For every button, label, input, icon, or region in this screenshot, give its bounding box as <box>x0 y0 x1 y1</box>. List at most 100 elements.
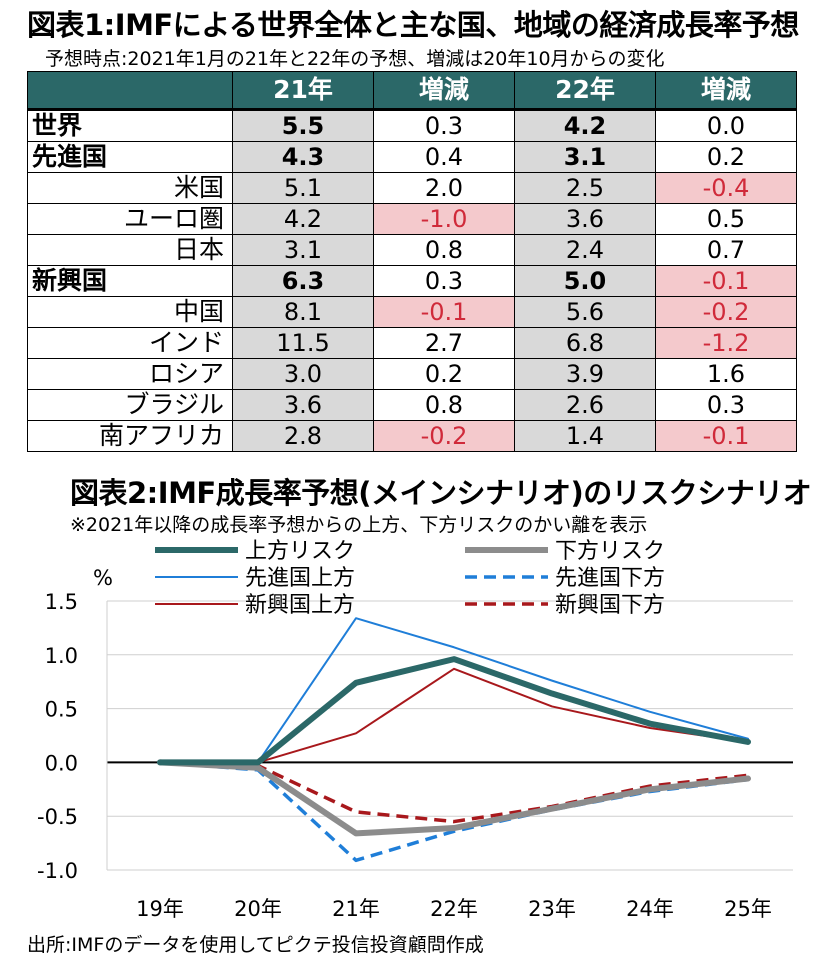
forecast-value-cell: 5.6 <box>514 296 656 328</box>
series-line-1 <box>157 759 751 837</box>
y-axis-label: % <box>93 566 113 590</box>
change-value-cell: 0.0 <box>655 108 797 142</box>
row-label: 新興国 <box>27 265 233 297</box>
row-label: ユーロ圏 <box>27 203 233 235</box>
forecast-value-cell: 3.1 <box>232 234 374 266</box>
forecast-value-cell: 11.5 <box>232 327 374 359</box>
table-row: ロシア 3.0 0.2 3.9 1.6 <box>27 358 797 390</box>
y-axis-ticks: 1.5 1.0 0.5 0.0 -0.5 -1.0 <box>37 590 78 883</box>
y-tick-label: 0.5 <box>45 698 78 722</box>
change-value-cell: 2.0 <box>373 172 515 204</box>
change-value-cell: -0.2 <box>655 296 797 328</box>
legend-label-4: 新興国上方 <box>245 593 355 618</box>
header-cell: 増減 <box>373 71 515 110</box>
change-value-cell: -0.1 <box>373 296 515 328</box>
row-label: インド <box>27 327 233 359</box>
change-value-cell: -0.2 <box>373 420 515 452</box>
table-row: 先進国 4.3 0.4 3.1 0.2 <box>27 141 797 173</box>
table-row: 中国 8.1 -0.1 5.6 -0.2 <box>27 296 797 328</box>
x-tick-label: 22年 <box>430 897 478 921</box>
change-value-cell: 2.7 <box>373 327 515 359</box>
forecast-table: 21年 増減 22年 増減 世界 5.5 0.3 4.2 0.0 先進国 4.3 0.4 3.1 0.2 米… <box>27 71 797 452</box>
forecast-value-cell: 5.1 <box>232 172 374 204</box>
y-tick-label: -1.0 <box>37 859 78 883</box>
forecast-value-cell: 6.3 <box>232 265 374 297</box>
x-tick-label: 23年 <box>528 897 576 921</box>
forecast-value-cell: 1.4 <box>514 420 656 452</box>
forecast-value-cell: 5.5 <box>232 108 374 142</box>
table-row: 米国 5.1 2.0 2.5 -0.4 <box>27 172 797 204</box>
change-value-cell: 0.8 <box>373 389 515 421</box>
table-subtitle: 予想時点:2021年1月の21年と22年の予想、増減は20年10月からの変化 <box>45 48 665 70</box>
forecast-value-cell: 3.6 <box>232 389 374 421</box>
series-line-3 <box>159 760 749 863</box>
legend-label-0: 上方リスク <box>245 539 355 564</box>
forecast-value-cell: 8.1 <box>232 296 374 328</box>
header-cell: 22年 <box>514 71 656 110</box>
forecast-value-cell: 3.1 <box>514 141 656 173</box>
forecast-value-cell: 3.9 <box>514 358 656 390</box>
table-row: 南アフリカ 2.8 -0.2 1.4 -0.1 <box>27 420 797 452</box>
change-value-cell: 0.3 <box>655 389 797 421</box>
header-cell <box>27 71 233 110</box>
forecast-value-cell: 3.6 <box>514 203 656 235</box>
y-tick-label: 1.5 <box>45 590 78 614</box>
legend-label-3: 先進国下方 <box>555 566 665 591</box>
forecast-value-cell: 2.6 <box>514 389 656 421</box>
series-lines <box>157 617 751 863</box>
table-row: ユーロ圏 4.2 -1.0 3.6 0.5 <box>27 203 797 235</box>
row-label: 南アフリカ <box>27 420 233 452</box>
row-label: ロシア <box>27 358 233 390</box>
header-cell: 21年 <box>232 71 374 110</box>
x-tick-label: 21年 <box>332 897 380 921</box>
chart-title: 図表2:IMF成長率予想(メインシナリオ)のリスクシナリオ <box>70 476 812 510</box>
risk-scenario-line-chart: 1.5 1.0 0.5 0.0 -0.5 -1.0 19年 20年 21年 22年 23年 24年 2… <box>37 539 793 921</box>
change-value-cell: 0.2 <box>373 358 515 390</box>
change-value-cell: 0.7 <box>655 234 797 266</box>
change-value-cell: 0.3 <box>373 108 515 142</box>
legend-label-2: 先進国上方 <box>245 566 355 591</box>
row-label: 日本 <box>27 234 233 266</box>
table-row: ブラジル 3.6 0.8 2.6 0.3 <box>27 389 797 421</box>
forecast-value-cell: 2.4 <box>514 234 656 266</box>
forecast-value-cell: 4.2 <box>514 108 656 142</box>
legend-label-5: 新興国下方 <box>555 593 665 618</box>
forecast-value-cell: 5.0 <box>514 265 656 297</box>
change-value-cell: 0.2 <box>655 141 797 173</box>
table-header-row: 21年 増減 22年 増減 <box>27 71 797 110</box>
x-axis-ticks: 19年 20年 21年 22年 23年 24年 25年 <box>136 897 772 921</box>
x-tick-label: 19年 <box>136 897 184 921</box>
change-value-cell: 0.3 <box>373 265 515 297</box>
row-label: ブラジル <box>27 389 233 421</box>
forecast-value-cell: 2.5 <box>514 172 656 204</box>
change-value-cell: -0.1 <box>655 420 797 452</box>
change-value-cell: -0.4 <box>655 172 797 204</box>
chart-subtitle: ※2021年以降の成長率予想からの上方、下方リスクのかい離を表示 <box>70 514 648 536</box>
gridlines <box>106 600 793 871</box>
y-tick-label: 0.0 <box>45 751 78 775</box>
change-value-cell: -1.2 <box>655 327 797 359</box>
row-label: 世界 <box>27 108 233 142</box>
table-row: 日本 3.1 0.8 2.4 0.7 <box>27 234 797 266</box>
forecast-value-cell: 2.8 <box>232 420 374 452</box>
source-note: 出所:IMFのデータを使用してピクテ投信投資顧問作成 <box>27 934 484 956</box>
series-line-2 <box>159 617 749 764</box>
change-value-cell: 1.6 <box>655 358 797 390</box>
table-row: インド 11.5 2.7 6.8 -1.2 <box>27 327 797 359</box>
y-tick-label: 1.0 <box>45 644 78 668</box>
row-label: 先進国 <box>27 141 233 173</box>
row-label: 中国 <box>27 296 233 328</box>
change-value-cell: -0.1 <box>655 265 797 297</box>
change-value-cell: -1.0 <box>373 203 515 235</box>
change-value-cell: 0.8 <box>373 234 515 266</box>
change-value-cell: 0.5 <box>655 203 797 235</box>
forecast-value-cell: 4.2 <box>232 203 374 235</box>
x-tick-label: 25年 <box>724 897 772 921</box>
table-row: 新興国 6.3 0.3 5.0 -0.1 <box>27 265 797 297</box>
x-tick-label: 20年 <box>234 897 282 921</box>
table-title: 図表1:IMFによる世界全体と主な国、地域の経済成長率予想 <box>27 8 799 42</box>
series-line-4 <box>159 667 749 764</box>
legend-label-1: 下方リスク <box>555 539 665 564</box>
series-line-0 <box>157 656 751 766</box>
